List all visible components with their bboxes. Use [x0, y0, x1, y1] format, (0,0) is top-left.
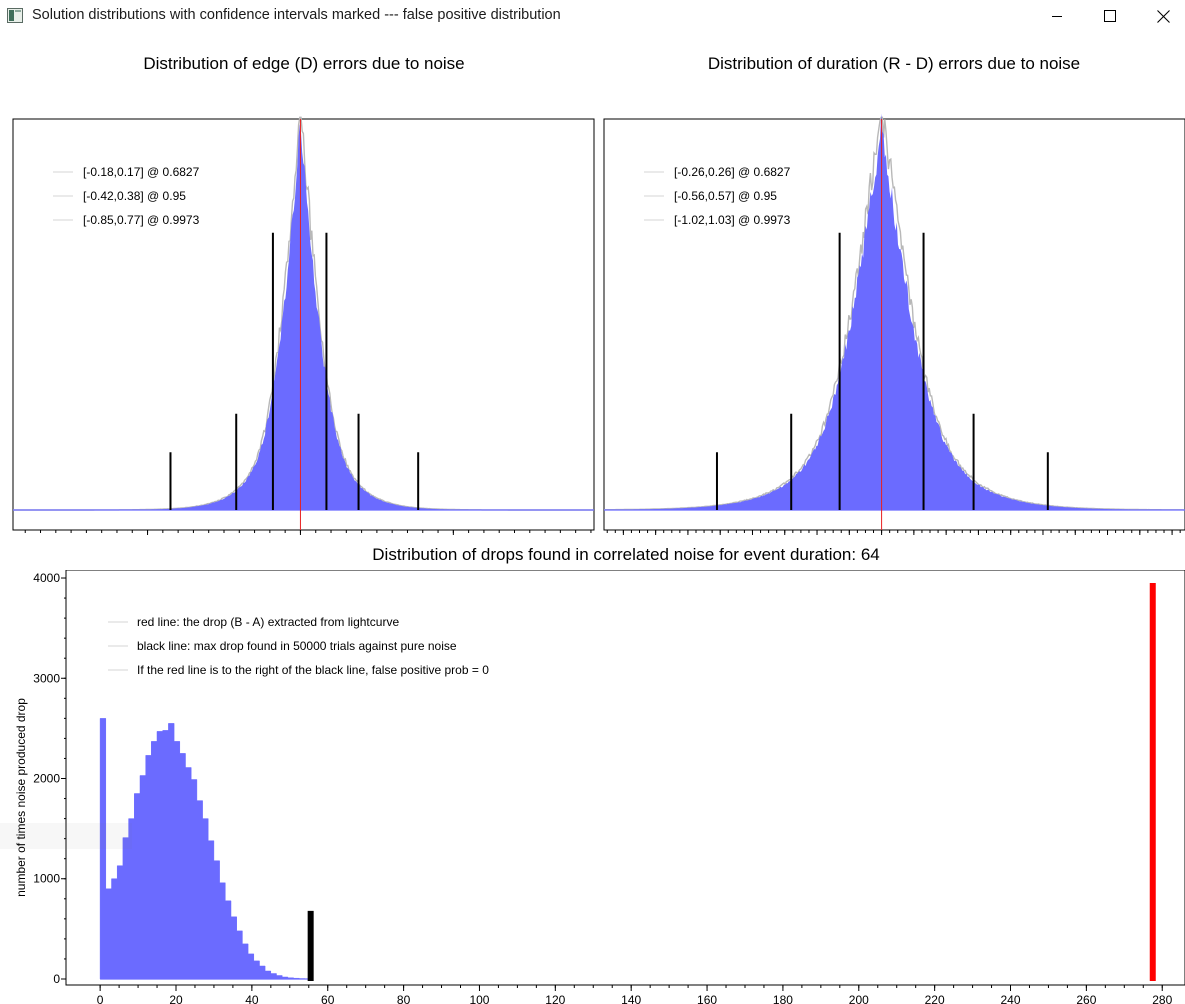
y-tick-label: 3000: [33, 671, 60, 685]
close-button[interactable]: [1140, 0, 1185, 32]
x-tick-label: 60: [321, 993, 335, 1004]
x-tick-label: 0: [97, 993, 104, 1004]
minimize-button[interactable]: [1034, 0, 1080, 32]
minimize-icon: [1052, 16, 1062, 17]
maximize-button[interactable]: [1087, 0, 1133, 32]
faint-overlay: [0, 823, 132, 849]
window-title: Solution distributions with confidence i…: [32, 7, 561, 23]
x-tick-label: 140: [621, 993, 641, 1004]
legend-entry: [-0.56,0.57] @ 0.95: [674, 189, 777, 203]
chart-title: Distribution of duration (R - D) errors …: [707, 54, 1081, 73]
legend-entry: [-0.85,0.77] @ 0.9973: [83, 213, 200, 227]
x-tick-label: 120: [545, 993, 565, 1004]
x-tick-label: 100: [469, 993, 489, 1004]
edge-error-panel: Distribution of edge (D) errors due to n…: [0, 40, 600, 535]
false-positive-panel: Distribution of drops found in correlate…: [0, 535, 1185, 1004]
chart-title: Distribution of edge (D) errors due to n…: [143, 54, 465, 73]
maximize-icon: [1104, 10, 1116, 22]
histogram-area: [13, 124, 594, 511]
legend-entry: If the red line is to the right of the b…: [137, 663, 489, 677]
x-tick-label: 280: [1152, 993, 1172, 1004]
app-window-icon: [7, 8, 23, 23]
x-tick-label: 260: [1076, 993, 1096, 1004]
duration-error-panel: Distribution of duration (R - D) errors …: [600, 40, 1185, 535]
y-axis-label: number of times noise produced drop: [14, 698, 28, 897]
chart-title: Distribution of drops found in correlate…: [372, 545, 880, 564]
legend-entry: red line: the drop (B - A) extracted fro…: [137, 615, 399, 629]
x-tick-label: 80: [397, 993, 411, 1004]
y-tick-label: 0: [53, 972, 60, 986]
drop-histogram: [99, 718, 311, 980]
window-titlebar: Solution distributions with confidence i…: [0, 0, 1185, 32]
legend-entry: [-0.42,0.38] @ 0.95: [83, 189, 186, 203]
x-tick-label: 20: [169, 993, 183, 1004]
edge-error-chart: -101Reading blocks[-0.18,0.17] @ 0.6827[…: [12, 116, 595, 535]
legend-entry: [-0.18,0.17] @ 0.6827: [83, 165, 200, 179]
y-tick-label: 4000: [33, 571, 60, 585]
histogram-area: [604, 113, 1185, 511]
legend-entry: [-0.26,0.26] @ 0.6827: [674, 165, 791, 179]
x-tick-label: 160: [697, 993, 717, 1004]
plot-frame: [65, 570, 1185, 986]
y-tick-label: 1000: [33, 872, 60, 886]
legend-entry: [-1.02,1.03] @ 0.9973: [674, 213, 791, 227]
x-tick-label: 200: [849, 993, 869, 1004]
x-tick-label: 240: [1000, 993, 1020, 1004]
legend-entry: black line: max drop found in 50000 tria…: [137, 639, 457, 653]
duration-error-chart: -1.6-1.4-1.2-1-0.8-0.6-0.4-0.200.20.40.6…: [603, 113, 1185, 535]
y-tick-label: 2000: [33, 772, 60, 786]
x-tick-label: 180: [773, 993, 793, 1004]
x-tick-label: 40: [245, 993, 259, 1004]
close-icon: [1156, 9, 1170, 23]
x-tick-label: 220: [925, 993, 945, 1004]
